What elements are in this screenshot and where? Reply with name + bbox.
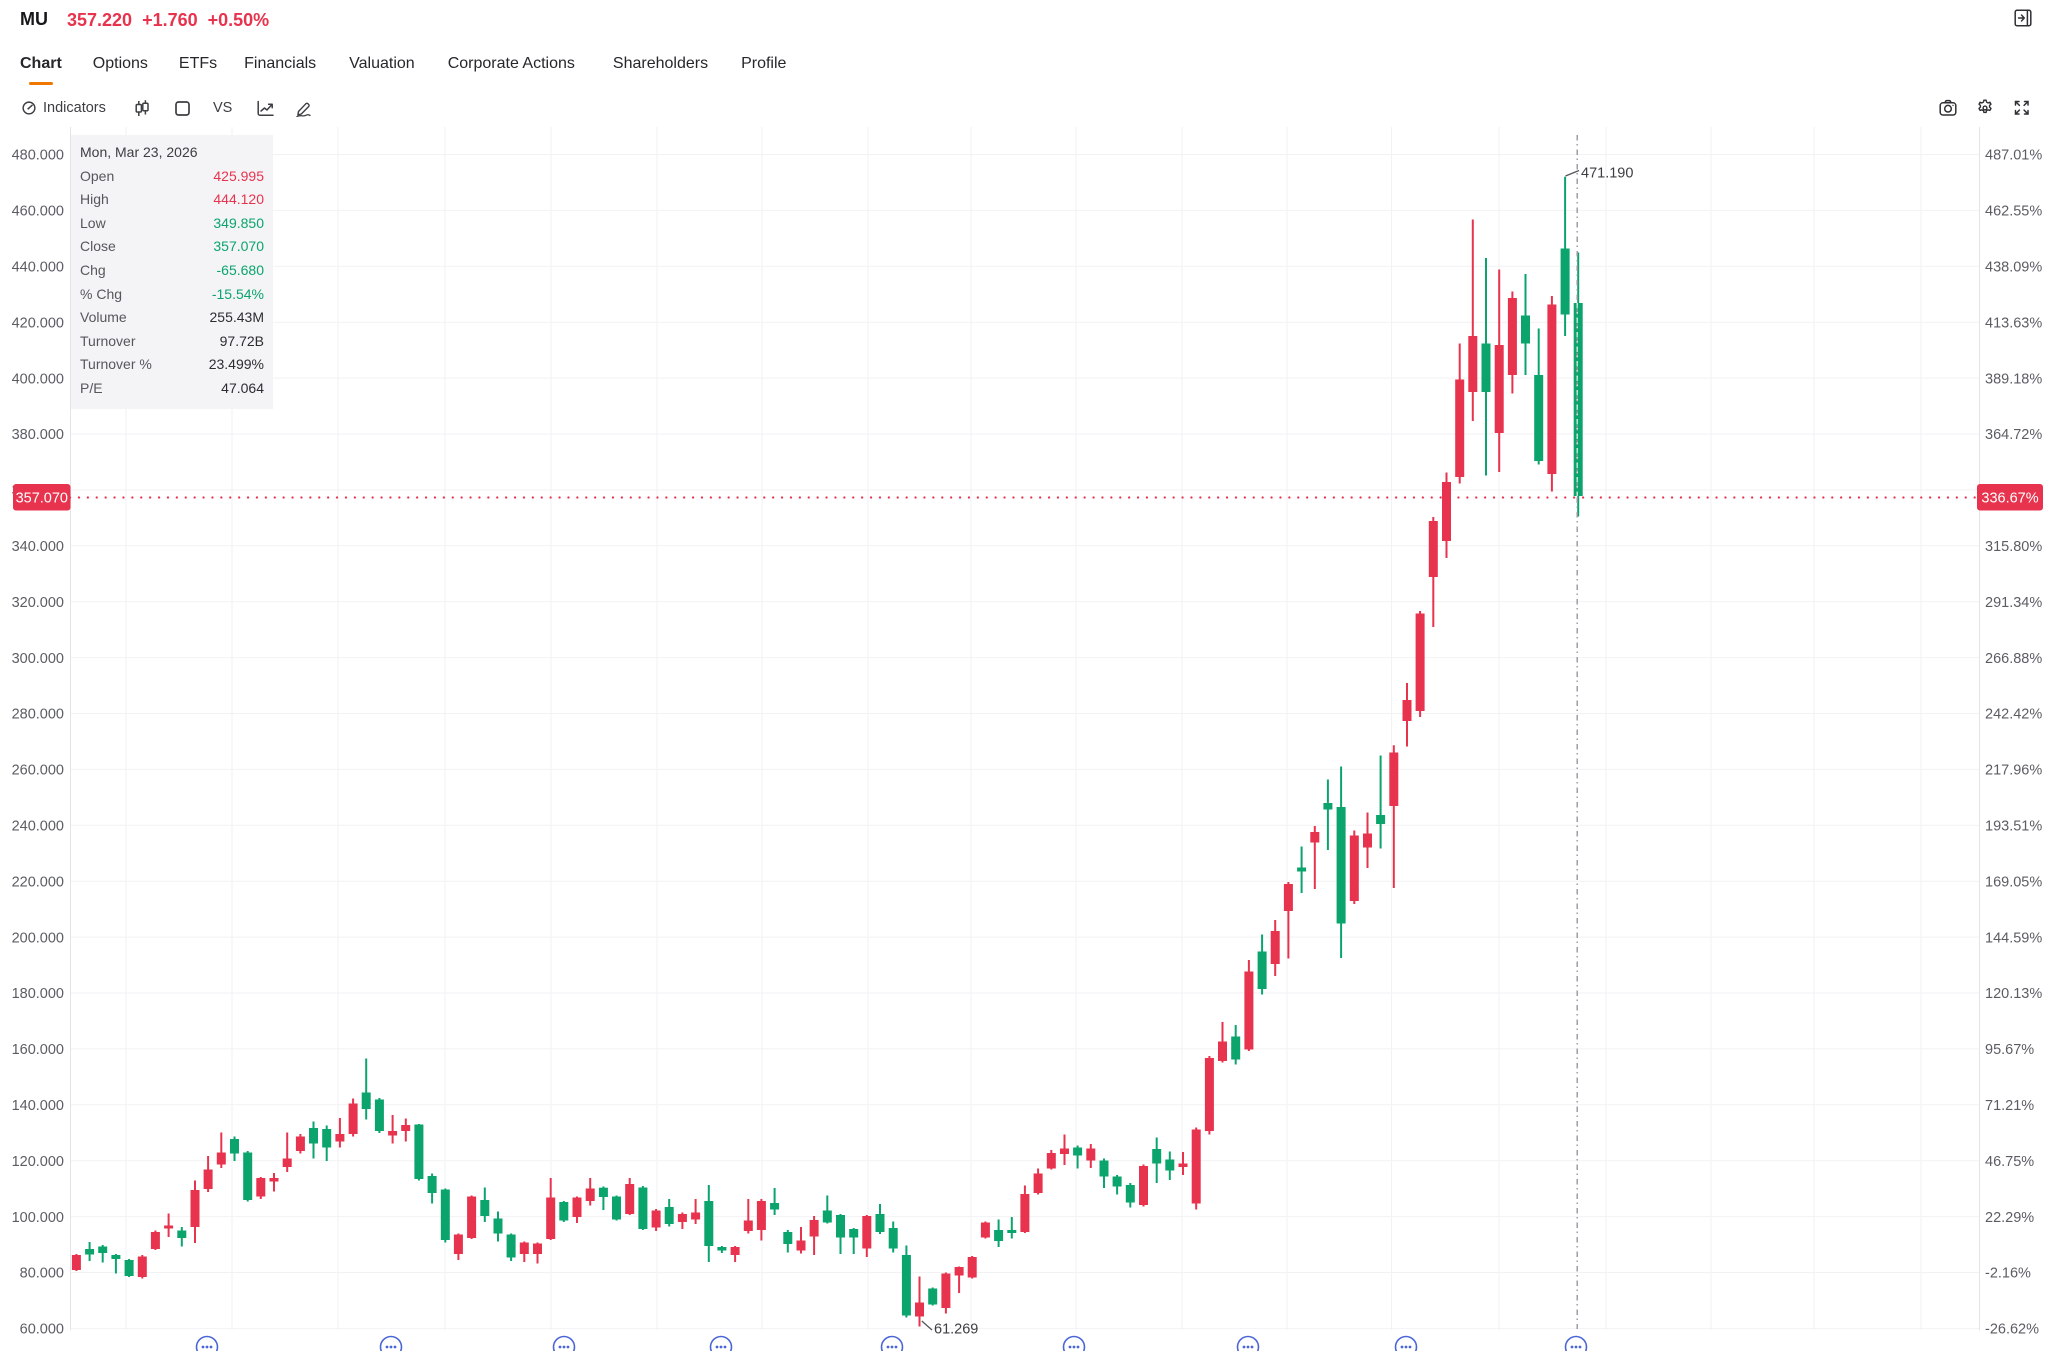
svg-text:193.51%: 193.51% <box>1985 819 2042 835</box>
svg-text:389.18%: 389.18% <box>1985 371 2042 387</box>
svg-text:413.63%: 413.63% <box>1985 315 2042 331</box>
svg-text:364.72%: 364.72% <box>1985 427 2042 443</box>
svg-text:46.75%: 46.75% <box>1985 1154 2034 1170</box>
svg-text:471.190: 471.190 <box>1581 166 1633 182</box>
svg-text:144.59%: 144.59% <box>1985 930 2042 946</box>
svg-text:487.01%: 487.01% <box>1985 148 2042 164</box>
svg-text:22.29%: 22.29% <box>1985 1210 2034 1226</box>
svg-text:200.000: 200.000 <box>12 930 64 946</box>
svg-text:71.21%: 71.21% <box>1985 1098 2034 1114</box>
svg-text:95.67%: 95.67% <box>1985 1042 2034 1058</box>
svg-text:140.000: 140.000 <box>12 1098 64 1114</box>
svg-text:217.96%: 217.96% <box>1985 763 2042 779</box>
svg-text:400.000: 400.000 <box>12 371 64 387</box>
svg-text:266.88%: 266.88% <box>1985 651 2042 667</box>
svg-text:80.000: 80.000 <box>20 1266 64 1282</box>
svg-text:260.000: 260.000 <box>12 763 64 779</box>
svg-text:-2.16%: -2.16% <box>1985 1266 2031 1282</box>
svg-text:480.000: 480.000 <box>12 148 64 164</box>
svg-text:280.000: 280.000 <box>12 707 64 723</box>
svg-text:357.070: 357.070 <box>16 491 68 507</box>
svg-text:60.000: 60.000 <box>20 1322 64 1338</box>
svg-text:120.13%: 120.13% <box>1985 986 2042 1002</box>
svg-text:61.269: 61.269 <box>934 1322 978 1338</box>
svg-text:440.000: 440.000 <box>12 260 64 276</box>
svg-text:438.09%: 438.09% <box>1985 260 2042 276</box>
svg-text:291.34%: 291.34% <box>1985 595 2042 611</box>
svg-text:180.000: 180.000 <box>12 986 64 1002</box>
svg-text:240.000: 240.000 <box>12 819 64 835</box>
svg-text:336.67%: 336.67% <box>1981 491 2038 507</box>
svg-text:380.000: 380.000 <box>12 427 64 443</box>
svg-text:320.000: 320.000 <box>12 595 64 611</box>
svg-text:-26.62%: -26.62% <box>1985 1322 2039 1338</box>
svg-text:169.05%: 169.05% <box>1985 874 2042 890</box>
svg-text:462.55%: 462.55% <box>1985 204 2042 220</box>
svg-text:340.000: 340.000 <box>12 539 64 555</box>
svg-text:300.000: 300.000 <box>12 651 64 667</box>
svg-text:315.80%: 315.80% <box>1985 539 2042 555</box>
svg-text:160.000: 160.000 <box>12 1042 64 1058</box>
svg-text:100.000: 100.000 <box>12 1210 64 1226</box>
svg-text:242.42%: 242.42% <box>1985 707 2042 723</box>
svg-text:120.000: 120.000 <box>12 1154 64 1170</box>
svg-text:220.000: 220.000 <box>12 874 64 890</box>
svg-text:420.000: 420.000 <box>12 315 64 331</box>
svg-text:460.000: 460.000 <box>12 204 64 220</box>
